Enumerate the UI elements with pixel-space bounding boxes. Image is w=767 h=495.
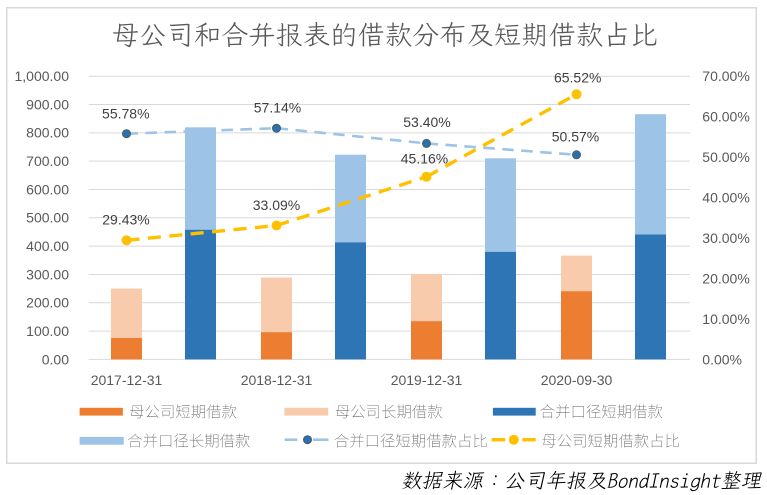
svg-text:300.00: 300.00 (26, 266, 69, 282)
svg-text:100.00: 100.00 (26, 323, 69, 339)
svg-text:30.00%: 30.00% (702, 230, 749, 246)
svg-text:50.57%: 50.57% (552, 128, 599, 144)
svg-text:700.00: 700.00 (26, 153, 69, 169)
svg-text:20.00%: 20.00% (702, 270, 749, 286)
svg-text:70.00%: 70.00% (702, 68, 749, 84)
svg-text:40.00%: 40.00% (702, 190, 749, 206)
svg-text:10.00%: 10.00% (702, 311, 749, 327)
svg-text:45.16%: 45.16% (401, 151, 448, 167)
svg-text:400.00: 400.00 (26, 238, 69, 254)
svg-text:60.00%: 60.00% (702, 109, 749, 125)
svg-text:33.09%: 33.09% (253, 197, 300, 213)
svg-text:29.43%: 29.43% (102, 212, 149, 228)
svg-text:65.52%: 65.52% (554, 69, 601, 85)
svg-text:900.00: 900.00 (26, 96, 69, 112)
svg-text:2018-12-31: 2018-12-31 (241, 372, 313, 388)
svg-text:600.00: 600.00 (26, 181, 69, 197)
svg-text:800.00: 800.00 (26, 125, 69, 141)
svg-text:0.00: 0.00 (42, 351, 69, 367)
svg-text:2020-09-30: 2020-09-30 (541, 372, 613, 388)
svg-text:55.78%: 55.78% (102, 105, 149, 121)
svg-text:1,000.00: 1,000.00 (15, 68, 70, 84)
svg-text:2017-12-31: 2017-12-31 (91, 372, 163, 388)
svg-text:57.14%: 57.14% (254, 100, 301, 116)
svg-text:500.00: 500.00 (26, 210, 69, 226)
svg-text:53.40%: 53.40% (403, 114, 450, 130)
svg-text:2019-12-31: 2019-12-31 (391, 372, 463, 388)
svg-text:0.00%: 0.00% (702, 351, 742, 367)
svg-text:200.00: 200.00 (26, 295, 69, 311)
svg-text:50.00%: 50.00% (702, 149, 749, 165)
